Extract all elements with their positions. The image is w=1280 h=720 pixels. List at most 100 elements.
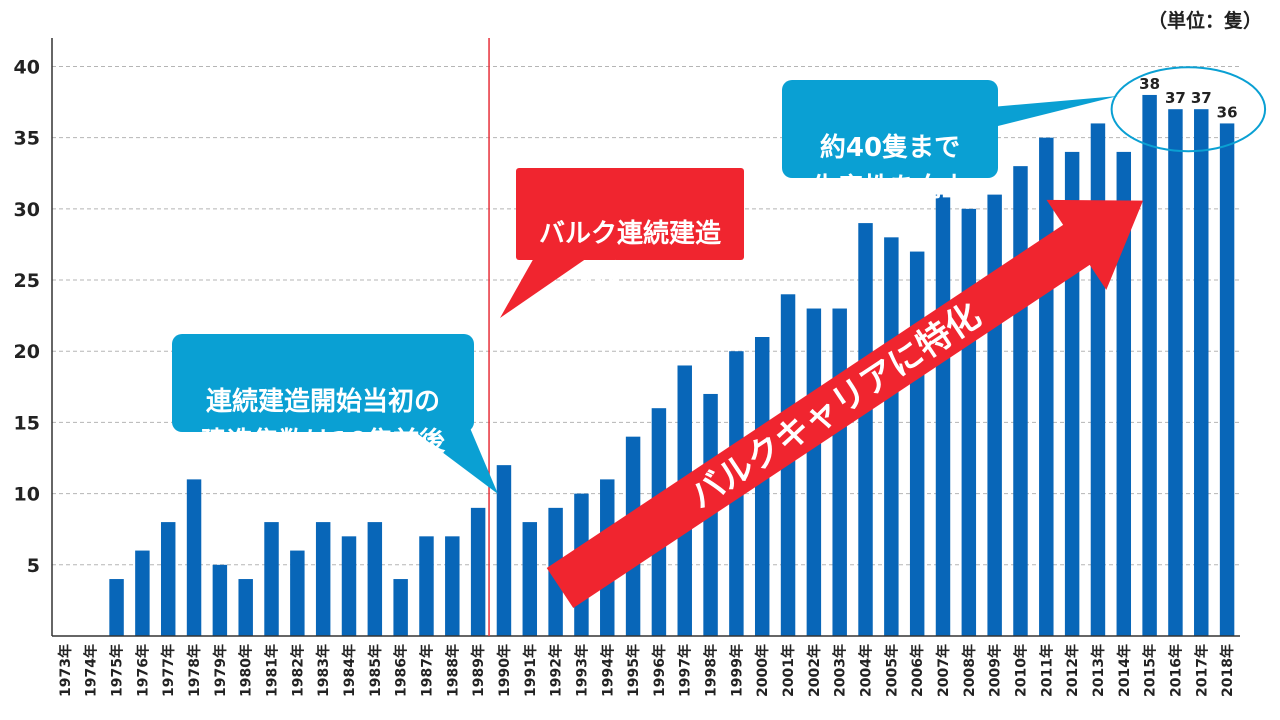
bar xyxy=(186,479,202,636)
bar xyxy=(212,564,228,636)
bar xyxy=(1116,151,1132,636)
bar xyxy=(290,550,305,636)
bar xyxy=(909,251,925,637)
x-tick-label: 1981年 xyxy=(264,644,281,697)
x-tick-label: 1999年 xyxy=(728,644,745,697)
bar xyxy=(1142,94,1157,636)
x-tick-label: 2016年 xyxy=(1167,644,1184,697)
y-tick-label: 15 xyxy=(14,412,40,434)
bar xyxy=(935,194,951,636)
x-tick-label: 1997年 xyxy=(677,644,694,697)
x-tick-label: 2012年 xyxy=(1064,644,1081,697)
x-tick-label: 2007年 xyxy=(935,644,952,697)
bar xyxy=(238,579,253,636)
value-label: 36 xyxy=(1217,103,1238,121)
x-tick-label: 1977年 xyxy=(160,644,177,697)
x-tick-label: 1987年 xyxy=(418,644,435,697)
arrow-shape xyxy=(546,199,1144,608)
x-tick-label: 1984年 xyxy=(341,644,358,697)
x-tick-label: 2005年 xyxy=(883,644,900,697)
x-tick-label: 2018年 xyxy=(1219,644,1236,697)
x-tick-label: 1986年 xyxy=(393,644,410,697)
goal-ellipse xyxy=(1110,66,1267,153)
bar xyxy=(858,223,873,636)
x-tick-label: 2001年 xyxy=(780,644,797,697)
x-tick-label: 2010年 xyxy=(1012,644,1029,697)
x-tick-label: 2003年 xyxy=(832,644,849,697)
x-tick-label: 1974年 xyxy=(83,644,100,697)
value-labels: 38 37 37 36 xyxy=(1139,75,1237,121)
x-tick-label: 1975年 xyxy=(109,644,126,697)
bar xyxy=(109,579,124,636)
x-tick-label: 2008年 xyxy=(961,644,978,697)
bar xyxy=(806,308,822,636)
bar xyxy=(419,536,434,636)
bar xyxy=(1013,166,1028,636)
unit-label: （単位：隻） xyxy=(1147,10,1262,32)
x-tick-label: 1989年 xyxy=(470,644,487,697)
x-tick-label: 2017年 xyxy=(1193,644,1210,697)
x-tick-label: 1982年 xyxy=(289,644,306,697)
x-tick-label: 1985年 xyxy=(367,644,384,697)
x-tick-label: 1973年 xyxy=(57,644,74,697)
bar xyxy=(961,208,977,636)
bulk-start-callout-text: バルク連続建造 スタート xyxy=(538,219,721,289)
y-tick-label: 40 xyxy=(14,56,40,78)
bar xyxy=(393,579,408,636)
x-tick-label: 2006年 xyxy=(909,644,926,697)
value-label: 38 xyxy=(1139,75,1160,93)
x-tick-label: 2015年 xyxy=(1142,644,1159,697)
bar xyxy=(1168,109,1183,636)
x-tick-label: 1991年 xyxy=(522,644,539,697)
x-tick-label: 1992年 xyxy=(548,644,565,697)
x-tick-label: 2004年 xyxy=(858,644,875,697)
bar xyxy=(367,522,383,636)
bar xyxy=(341,536,357,636)
early-callout-tail xyxy=(410,428,498,494)
y-tick-label: 5 xyxy=(27,555,40,577)
x-tick-label: 2002年 xyxy=(806,644,823,697)
x-tick-label: 1979年 xyxy=(212,644,229,697)
bar xyxy=(1219,123,1235,636)
y-tick-label: 35 xyxy=(14,128,40,150)
bar xyxy=(884,237,899,637)
bulk-start-callout-tail xyxy=(500,256,590,318)
bar xyxy=(445,536,460,636)
bar xyxy=(315,522,331,636)
y-axis-ticks: 5 10 15 20 25 30 35 40 xyxy=(14,56,40,576)
bar xyxy=(470,507,486,636)
value-label: 37 xyxy=(1191,89,1212,107)
x-tick-label: 1995年 xyxy=(625,644,642,697)
x-axis-ticks: 1973年 1974年 1975年 1976年 1977年 1978年 1979年 1980年… xyxy=(57,644,1236,697)
x-tick-label: 1988年 xyxy=(444,644,461,697)
value-label: 37 xyxy=(1165,89,1186,107)
x-tick-label: 1998年 xyxy=(703,644,720,697)
bar xyxy=(987,194,1002,636)
bar xyxy=(264,522,279,636)
gridlines xyxy=(52,65,1240,566)
y-tick-label: 25 xyxy=(14,270,40,292)
x-tick-label: 1996年 xyxy=(651,644,668,697)
x-tick-label: 2011年 xyxy=(1038,644,1055,697)
y-tick-label: 20 xyxy=(14,341,40,363)
early-callout-text: 連続建造開始当初の 建造隻数は10隻前後 xyxy=(200,387,446,457)
x-tick-label: 1980年 xyxy=(238,644,255,697)
x-tick-label: 2000年 xyxy=(754,644,771,697)
bar xyxy=(135,550,150,636)
y-tick-label: 30 xyxy=(14,199,40,221)
x-tick-label: 1978年 xyxy=(186,644,203,697)
early-callout: 連続建造開始当初の 建造隻数は10隻前後 xyxy=(172,334,474,457)
x-tick-label: 2014年 xyxy=(1116,644,1133,697)
bar xyxy=(522,522,538,636)
x-tick-label: 1990年 xyxy=(496,644,513,697)
bulk-start-callout: バルク連続建造 スタート xyxy=(516,168,744,289)
x-tick-label: 1983年 xyxy=(315,644,332,697)
y-tick-label: 10 xyxy=(14,484,40,506)
x-tick-label: 1993年 xyxy=(573,644,590,697)
bar xyxy=(1039,137,1054,636)
x-tick-label: 1976年 xyxy=(134,644,151,697)
x-tick-label: 1994年 xyxy=(599,644,616,697)
x-tick-label: 2009年 xyxy=(987,644,1004,697)
goal-callout: 約40隻まで 生産性を向上 xyxy=(782,80,998,203)
